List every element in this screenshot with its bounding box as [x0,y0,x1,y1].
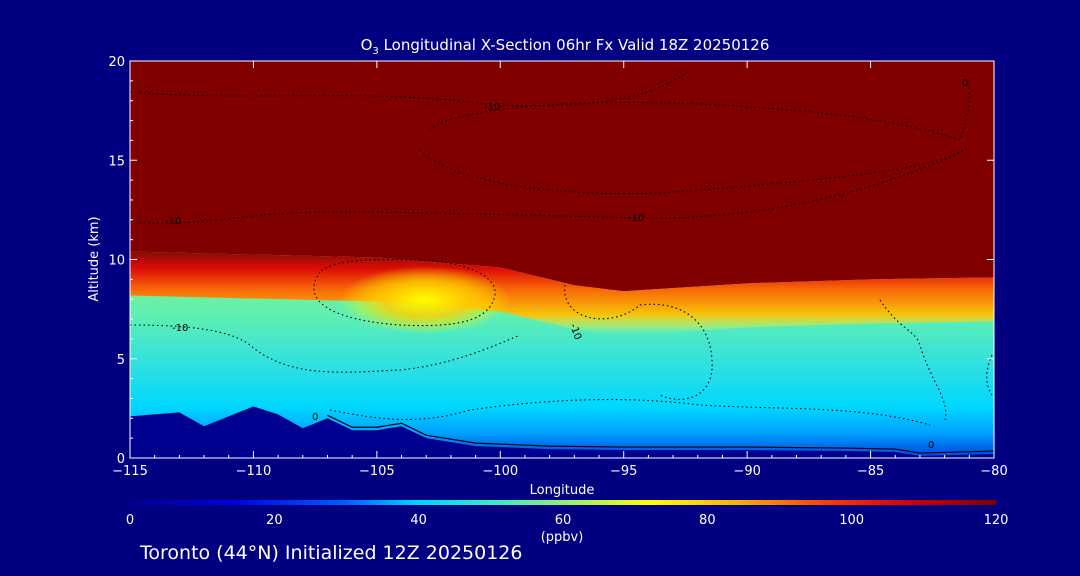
contour-line [986,354,993,396]
x-tick-label: −90 [733,464,760,479]
x-tick-label: −80 [980,464,1007,479]
colorbar [130,500,996,505]
y-tick-label: 15 [108,154,125,169]
colorbar-tick-label: 0 [126,513,134,528]
contour-label: 0 [928,440,934,451]
title-species: O [361,36,373,54]
x-axis: −115 −110 −105 −100 −95 −90 −85 −80 [112,61,1008,479]
contour-line [564,284,713,400]
colorbar-tick-label: 80 [699,513,716,528]
colorbar-tick-label: 100 [839,513,864,528]
chart-title: O3 Longitudinal X-Section 06hr Fx Valid … [361,36,770,57]
y-tick-label: 10 [108,254,125,269]
x-tick-label: −105 [359,464,395,479]
footer-caption: Toronto (44°N) Initialized 12Z 20250126 [140,542,523,564]
colorbar-tick-label: 40 [410,513,427,528]
x-tick-label: −100 [482,464,518,479]
y-axis-label: Altitude (km) [87,216,102,301]
y-tick-label: 20 [108,55,125,70]
terrain [130,406,994,458]
y-axis: 0 5 10 15 20 [108,55,994,467]
contour-line [419,147,967,195]
contours [130,69,993,426]
x-tick-label: −95 [610,464,637,479]
colorbar-ticks: 0 20 40 60 80 100 120 [126,513,1009,528]
contour-label: -10 [165,216,181,227]
high-ozone-region [340,266,510,334]
colorbar-tick-label: 120 [984,513,1009,528]
x-tick-label: −110 [236,464,272,479]
contour-label: -10 [567,322,583,341]
near-surface-contour [327,414,994,454]
contour-label: -10 [628,213,644,224]
x-axis-label: Longitude [530,483,595,498]
contour-labels: -10 -10 -10 -10 -10 0 0 0 [165,78,968,451]
title-species-subscript: 3 [372,46,378,57]
x-tick-label: −85 [857,464,884,479]
contour-line [329,399,931,426]
contour-label: -10 [484,102,500,113]
y-tick-label: 5 [117,353,125,368]
contour-line [313,258,496,327]
contour-label: -10 [172,323,188,334]
contour-label: 0 [962,78,968,89]
colorbar-units: (ppbv) [541,530,584,545]
colorbar-tick-label: 20 [266,513,283,528]
x-tick-label: −115 [112,464,148,479]
contour-line [130,324,521,373]
tropopause-gradient-band [130,251,994,336]
contour-line [130,149,967,224]
y-tick-label: 0 [117,452,125,467]
contour-line [429,79,970,141]
title-rest: Longitudinal X-Section 06hr Fx Valid 18Z… [379,36,770,54]
contour-label: 0 [312,412,318,423]
plot-area: -10 -10 -10 -10 -10 0 0 0 [130,61,994,458]
colorbar-tick-label: 60 [555,513,572,528]
